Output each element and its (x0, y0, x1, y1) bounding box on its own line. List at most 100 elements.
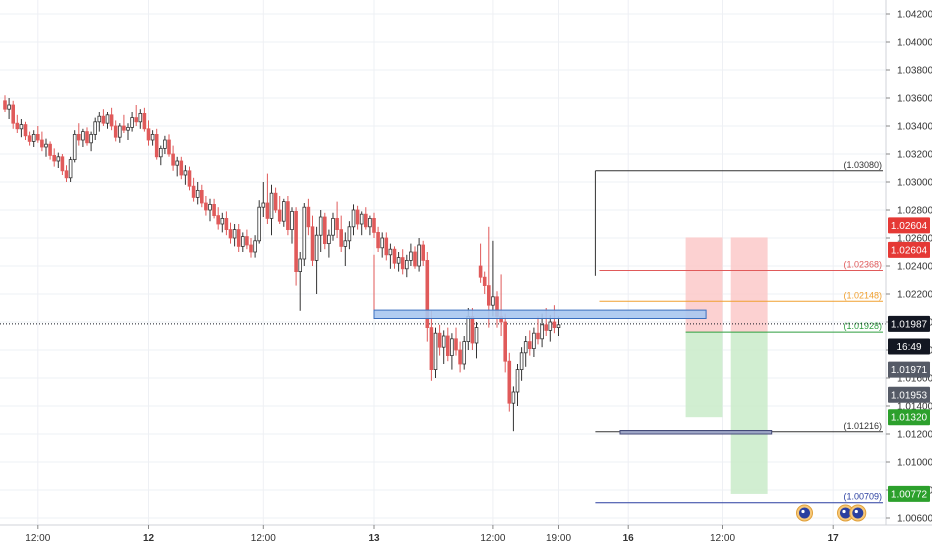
candle (310, 215, 315, 266)
candle (261, 182, 266, 217)
candle (519, 347, 524, 381)
candle (236, 224, 241, 252)
candle (540, 313, 544, 348)
candle-body (392, 248, 397, 264)
candle (89, 131, 93, 152)
candle (81, 128, 85, 147)
stop-zone-2[interactable] (730, 237, 768, 333)
candle (335, 201, 339, 238)
candle-body (376, 231, 380, 249)
candle (191, 177, 196, 202)
time-tick-label: 17 (828, 533, 840, 544)
candle-body (445, 335, 450, 357)
support-zone[interactable] (619, 430, 773, 435)
level-1-03080-label: (1.03080) (843, 160, 882, 170)
candle-body (474, 327, 479, 344)
time-axis-bg[interactable] (0, 525, 932, 550)
candle (171, 145, 175, 171)
price-tick-label: 1.04000 (897, 38, 932, 49)
level-1-01928-label: (1.01928) (843, 321, 882, 331)
candle-body (232, 229, 237, 239)
candle (52, 148, 56, 167)
candle (97, 112, 102, 132)
event-markers[interactable] (796, 504, 867, 522)
candle-body (458, 349, 462, 365)
candle (212, 198, 216, 219)
candle (351, 204, 356, 236)
candle-body (491, 296, 495, 306)
price-axis-bg[interactable] (886, 0, 932, 525)
candle (445, 327, 450, 362)
candle-body (310, 226, 315, 261)
candle-body (433, 332, 438, 371)
candle (417, 238, 421, 272)
candle (433, 327, 438, 378)
target-zone-2[interactable] (730, 332, 768, 494)
candle-body (60, 156, 65, 172)
candle-body (503, 321, 507, 362)
tag-1-02604-b-text: 1.02604 (891, 245, 928, 256)
candle-body (347, 226, 352, 242)
candle (556, 316, 561, 336)
tag-1-01987-bg (888, 315, 930, 332)
candle-body (515, 369, 520, 393)
candle (388, 243, 393, 269)
time-axis[interactable]: 12:00 12 12:00 13 12:00 19:00 16 12:00 17 (25, 525, 839, 544)
candle-body (507, 360, 512, 404)
tag-1-01320: 1.01320 (888, 409, 930, 426)
candle (7, 98, 11, 119)
candle-body (355, 209, 360, 225)
candle-body (208, 203, 212, 211)
candle (286, 196, 290, 236)
candle (158, 145, 163, 166)
candle-body (122, 125, 126, 131)
candle (499, 274, 503, 336)
candle (183, 165, 188, 185)
tag-1-02604-b: 1.02604 (888, 241, 930, 258)
drawing-zones[interactable] (685, 237, 768, 494)
candle (298, 252, 302, 311)
candle-body (179, 160, 184, 176)
candle (523, 336, 528, 367)
candle (474, 322, 479, 359)
candle-body (413, 251, 417, 267)
candle-body (396, 257, 401, 264)
candle (331, 212, 335, 241)
candle-body (89, 133, 93, 144)
candle (314, 226, 319, 294)
candle-body (126, 127, 130, 131)
candle (31, 130, 36, 147)
candle-body (421, 244, 425, 261)
candle (220, 212, 225, 233)
candle (396, 252, 401, 272)
candle-body (163, 139, 167, 149)
level-1-01216-label: (1.01216) (843, 421, 882, 431)
candle (491, 240, 495, 317)
candle-body (335, 217, 339, 230)
candle (355, 205, 360, 230)
resistance-zone[interactable] (373, 309, 707, 320)
candle-body (454, 338, 458, 351)
candle (163, 135, 167, 154)
time-tick-label: 12:00 (25, 533, 50, 544)
candle (68, 156, 73, 182)
tag-1-01971-bg (888, 361, 930, 378)
candle-body (40, 139, 44, 148)
candle-body (482, 276, 487, 287)
candle (126, 123, 130, 140)
candle-body (351, 209, 356, 228)
candle-body (97, 115, 102, 123)
candle (302, 203, 307, 266)
target-zone-1[interactable] (685, 332, 723, 418)
candle (93, 117, 98, 140)
candle (101, 109, 106, 126)
tag-countdown: 16:49 (888, 338, 930, 355)
candle-body (327, 234, 331, 244)
candle-body (204, 202, 208, 211)
price-tick-label: 1.02200 (897, 290, 932, 301)
candle (232, 224, 237, 247)
candle (72, 130, 77, 163)
candle-body (437, 332, 442, 348)
candle-body (400, 257, 405, 270)
